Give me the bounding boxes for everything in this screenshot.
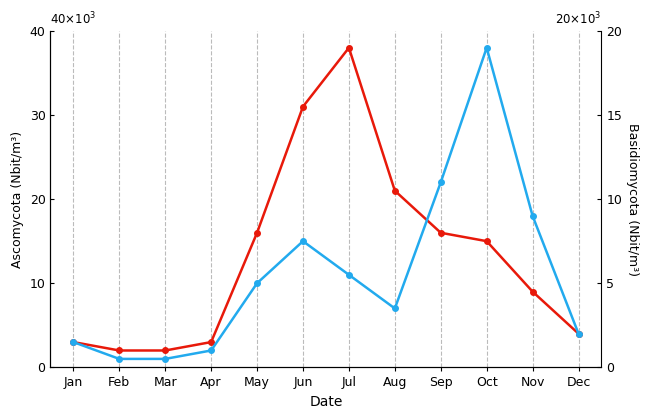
X-axis label: Date: Date <box>309 395 343 409</box>
Y-axis label: Basidiomycota (Nbit/m³): Basidiomycota (Nbit/m³) <box>626 123 639 276</box>
Text: $40{\times}10^{3}$: $40{\times}10^{3}$ <box>51 11 97 28</box>
Text: $20{\times}10^{3}$: $20{\times}10^{3}$ <box>555 11 601 28</box>
Y-axis label: Ascomycota (Nbit/m³): Ascomycota (Nbit/m³) <box>11 131 24 268</box>
